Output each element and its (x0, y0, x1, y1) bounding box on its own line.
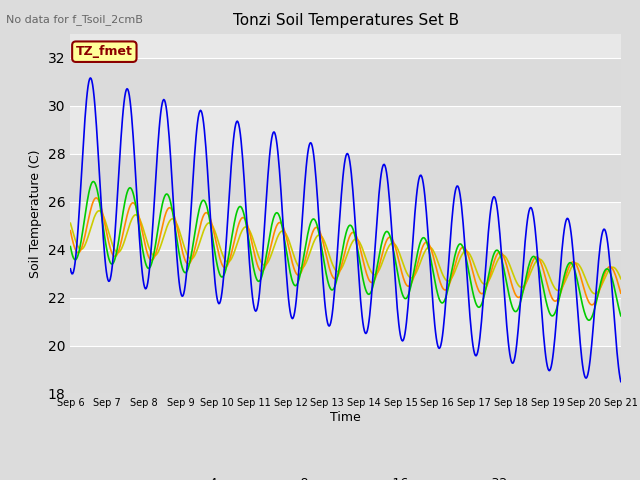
Bar (70, 346, 621, 394)
X-axis label: Time: Time (330, 411, 361, 424)
Y-axis label: Soil Temperature (C): Soil Temperature (C) (29, 149, 42, 278)
Legend: -4cm, -8cm, -16cm, -32cm: -4cm, -8cm, -16cm, -32cm (159, 472, 532, 480)
Title: Tonzi Soil Temperatures Set B: Tonzi Soil Temperatures Set B (232, 13, 459, 28)
Text: TZ_fmet: TZ_fmet (76, 45, 132, 58)
Text: No data for f_Tsoil_2cmB: No data for f_Tsoil_2cmB (6, 14, 143, 25)
Bar (70, 250, 621, 298)
Bar (70, 154, 621, 202)
Bar (70, 58, 621, 106)
